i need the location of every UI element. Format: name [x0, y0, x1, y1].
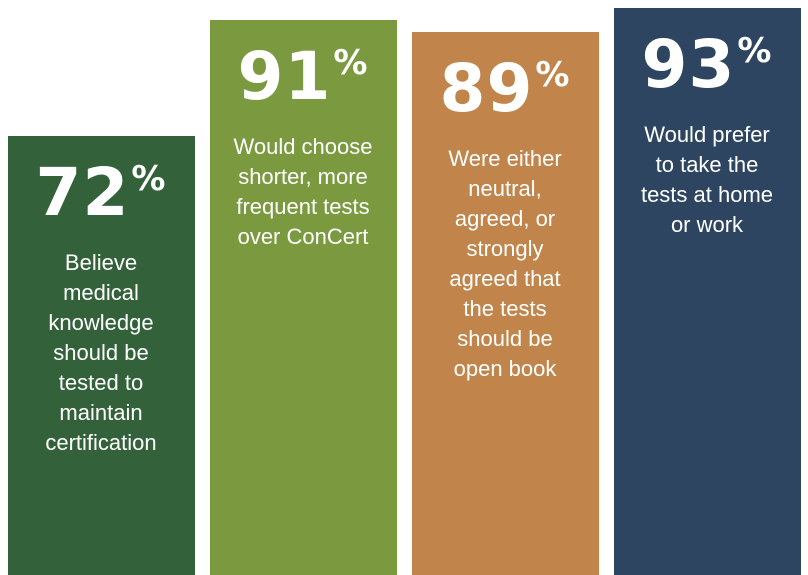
value-label: 91%	[237, 38, 369, 116]
bar: 91% Would choose shorter, more frequent t…	[209, 20, 397, 575]
category-label: Believe medical knowledge should be test…	[45, 250, 157, 456]
category-label: Were either neutral, agreed, or strongly…	[448, 146, 562, 382]
value-label: 93%	[641, 26, 773, 103]
value-label: 89%	[439, 50, 571, 128]
category-label: Would choose shorter, more frequent test…	[233, 134, 373, 250]
bar: 89% Were either neutral, agreed, or stron…	[411, 32, 599, 575]
bar: 93% Would prefer to take the tests at hom…	[613, 8, 801, 575]
category-label: Would prefer to take the tests at home o…	[640, 122, 774, 237]
value-label: 72%	[35, 154, 167, 232]
bar: 72% Believe medical knowledge should be t…	[7, 136, 195, 575]
